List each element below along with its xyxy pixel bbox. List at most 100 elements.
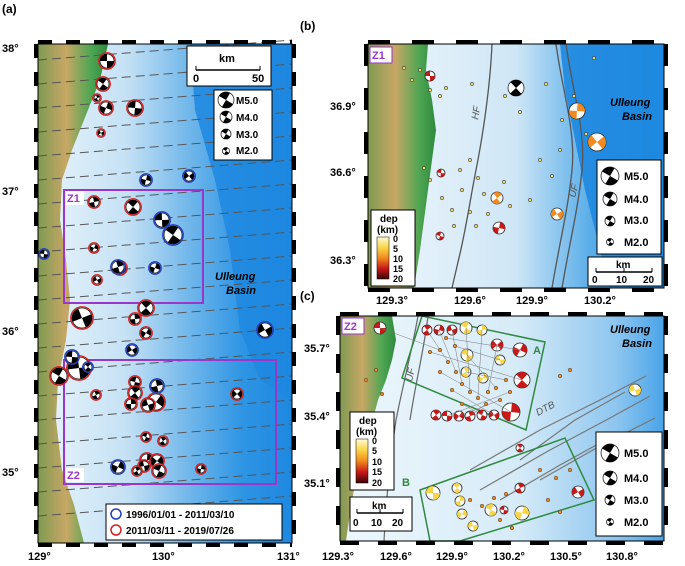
event-focal-mechanism-icon bbox=[131, 465, 143, 477]
event-focal-mechanism-icon bbox=[436, 168, 446, 178]
event-dot bbox=[550, 174, 554, 178]
c-lat-351: 35.1° bbox=[304, 478, 330, 490]
legend-m3-icon bbox=[220, 128, 232, 140]
event-dot bbox=[440, 196, 444, 200]
event-dot bbox=[470, 82, 474, 86]
event-dot bbox=[491, 495, 497, 501]
panel-a-magnitude-legend: M5.0 M4.0 M3.0 M2.0 bbox=[213, 89, 273, 161]
panel-a-period-legend: 1996/01/01 - 2011/03/10 2011/03/11 - 201… bbox=[105, 503, 283, 541]
event-focal-mechanism-icon bbox=[153, 211, 171, 229]
b-lat-363: 36.3° bbox=[330, 255, 356, 267]
zone-z1-box bbox=[63, 189, 204, 304]
svg-text:M3.0: M3.0 bbox=[236, 130, 259, 141]
zone-z1-label: Z1 bbox=[67, 193, 80, 205]
svg-text:km: km bbox=[219, 53, 235, 65]
event-focal-mechanism-icon bbox=[98, 52, 116, 70]
event-dot bbox=[437, 347, 443, 353]
event-dot bbox=[572, 94, 576, 98]
b-lon-1293: 129.3° bbox=[376, 295, 408, 307]
event-dot bbox=[557, 509, 563, 515]
c-lon-1302: 130.2° bbox=[493, 551, 525, 563]
event-dot bbox=[467, 389, 473, 395]
svg-text:5: 5 bbox=[372, 446, 377, 456]
event-dot bbox=[567, 367, 573, 373]
event-dot bbox=[428, 178, 432, 182]
event-dot bbox=[444, 86, 448, 90]
svg-text:50: 50 bbox=[252, 73, 264, 85]
cluster-a-label: A bbox=[533, 345, 541, 357]
svg-text:dep: dep bbox=[380, 214, 398, 225]
b-lon-1299: 129.9° bbox=[516, 295, 548, 307]
event-dot bbox=[544, 82, 548, 86]
event-dot bbox=[363, 377, 369, 383]
event-dot bbox=[483, 401, 489, 407]
event-focal-mechanism-icon bbox=[137, 299, 155, 317]
event-focal-mechanism-icon bbox=[96, 128, 106, 138]
panel-c-events bbox=[363, 321, 642, 532]
event-dot bbox=[537, 467, 543, 473]
fault-uf-line bbox=[551, 43, 574, 289]
legend-m2-icon bbox=[606, 518, 614, 526]
event-dot bbox=[453, 369, 459, 375]
event-dot bbox=[437, 369, 443, 375]
panel-a-tag: (a) bbox=[2, 2, 17, 16]
panel-b: (b) HF UF Ulleung Basin Z1 dep (km) 0 5 … bbox=[300, 19, 668, 307]
event-focal-mechanism-icon bbox=[151, 463, 167, 479]
svg-text:20: 20 bbox=[392, 518, 404, 529]
event-dot bbox=[497, 517, 503, 523]
legend-late-label: 2011/03/11 - 2019/07/26 bbox=[126, 526, 234, 537]
svg-text:(km): (km) bbox=[377, 225, 398, 236]
event-focal-mechanism-icon bbox=[182, 169, 196, 183]
svg-text:M3.0: M3.0 bbox=[624, 495, 648, 507]
event-dot bbox=[476, 176, 480, 180]
event-dot bbox=[528, 198, 532, 202]
svg-text:0: 0 bbox=[353, 518, 359, 529]
event-dot bbox=[449, 387, 455, 393]
a-lat-37: 37° bbox=[2, 186, 19, 198]
event-focal-mechanism-icon bbox=[499, 505, 509, 515]
event-dot bbox=[557, 373, 563, 379]
svg-text:0: 0 bbox=[592, 275, 598, 286]
event-dot bbox=[567, 467, 573, 473]
svg-text:km: km bbox=[616, 260, 631, 271]
event-dot bbox=[452, 224, 456, 228]
legend-m4-icon bbox=[602, 470, 618, 486]
event-focal-mechanism-icon bbox=[124, 198, 142, 216]
event-dot bbox=[467, 497, 473, 503]
event-focal-mechanism-icon bbox=[456, 508, 468, 520]
event-focal-mechanism-icon bbox=[90, 389, 102, 401]
event-dot bbox=[503, 491, 509, 497]
svg-text:0: 0 bbox=[193, 73, 199, 85]
b-lat-366: 36.6° bbox=[330, 167, 356, 179]
panel-c-basin-line1: Ulleung bbox=[610, 324, 651, 336]
event-dot bbox=[438, 94, 442, 98]
event-focal-mechanism-icon bbox=[140, 397, 156, 413]
event-dot bbox=[502, 180, 506, 184]
event-dot bbox=[410, 78, 414, 82]
event-focal-mechanism-icon bbox=[467, 520, 479, 532]
event-dot bbox=[545, 497, 551, 503]
svg-text:dep: dep bbox=[359, 416, 377, 427]
b-lon-1302: 130.2° bbox=[584, 295, 616, 307]
b-lat-369: 36.9° bbox=[330, 101, 356, 113]
event-dot bbox=[560, 118, 564, 122]
event-dot bbox=[459, 381, 465, 387]
fault-uf-label-b: UF bbox=[567, 182, 581, 199]
svg-text:M4.0: M4.0 bbox=[624, 473, 648, 485]
legend-m3-icon bbox=[604, 215, 616, 227]
event-dot bbox=[553, 475, 559, 481]
event-dot bbox=[518, 110, 522, 114]
event-focal-mechanism-icon bbox=[430, 409, 442, 421]
svg-text:M5.0: M5.0 bbox=[624, 448, 648, 460]
event-focal-mechanism-icon bbox=[139, 326, 153, 340]
event-focal-mechanism-icon bbox=[425, 485, 441, 501]
event-dot bbox=[402, 66, 406, 70]
svg-text:(km): (km) bbox=[356, 427, 377, 438]
event-focal-mechanism-icon bbox=[550, 207, 564, 221]
legend-m4-icon bbox=[219, 110, 233, 124]
event-dot bbox=[592, 56, 596, 60]
panel-a-frame bbox=[34, 40, 296, 547]
event-dot bbox=[443, 335, 449, 341]
event-dot bbox=[503, 94, 507, 98]
event-dot bbox=[475, 395, 481, 401]
